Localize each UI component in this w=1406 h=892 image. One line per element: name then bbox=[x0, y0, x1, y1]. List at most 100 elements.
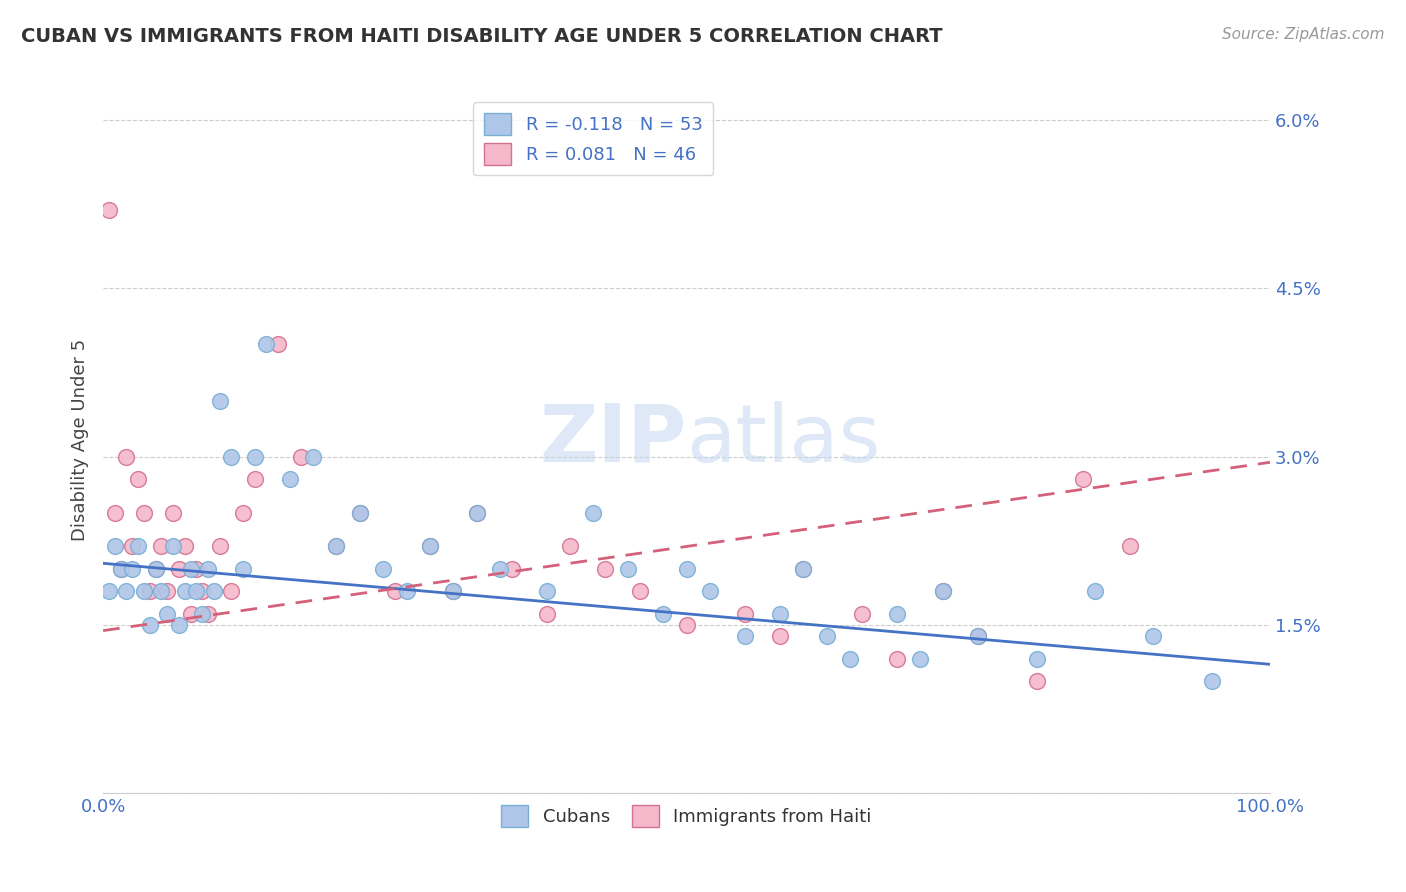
Point bbox=[290, 450, 312, 464]
Point bbox=[167, 562, 190, 576]
Point bbox=[150, 584, 173, 599]
Point bbox=[886, 607, 908, 621]
Point bbox=[127, 472, 149, 486]
Point bbox=[628, 584, 651, 599]
Point bbox=[197, 607, 219, 621]
Point bbox=[110, 562, 132, 576]
Point bbox=[792, 562, 814, 576]
Point bbox=[97, 584, 120, 599]
Point bbox=[110, 562, 132, 576]
Point bbox=[967, 629, 990, 643]
Point bbox=[851, 607, 873, 621]
Point bbox=[104, 506, 127, 520]
Point bbox=[536, 584, 558, 599]
Point bbox=[395, 584, 418, 599]
Point bbox=[769, 629, 792, 643]
Point bbox=[173, 540, 195, 554]
Point bbox=[243, 472, 266, 486]
Point bbox=[156, 584, 179, 599]
Point bbox=[441, 584, 464, 599]
Point bbox=[384, 584, 406, 599]
Point bbox=[349, 506, 371, 520]
Y-axis label: Disability Age Under 5: Disability Age Under 5 bbox=[72, 339, 89, 541]
Point bbox=[932, 584, 955, 599]
Point bbox=[652, 607, 675, 621]
Point bbox=[115, 450, 138, 464]
Legend: Cubans, Immigrants from Haiti: Cubans, Immigrants from Haiti bbox=[494, 797, 879, 834]
Point bbox=[1084, 584, 1107, 599]
Point bbox=[221, 584, 243, 599]
Point bbox=[232, 506, 254, 520]
Point bbox=[115, 584, 138, 599]
Point bbox=[734, 629, 756, 643]
Point bbox=[256, 337, 278, 351]
Point bbox=[325, 540, 347, 554]
Point bbox=[267, 337, 290, 351]
Point bbox=[167, 618, 190, 632]
Point bbox=[208, 393, 231, 408]
Point bbox=[121, 562, 143, 576]
Point bbox=[132, 506, 155, 520]
Point bbox=[156, 607, 179, 621]
Point bbox=[162, 540, 184, 554]
Point bbox=[104, 540, 127, 554]
Point bbox=[278, 472, 301, 486]
Point bbox=[593, 562, 616, 576]
Point bbox=[180, 562, 202, 576]
Point bbox=[197, 562, 219, 576]
Point bbox=[675, 618, 697, 632]
Point bbox=[489, 562, 512, 576]
Point bbox=[173, 584, 195, 599]
Point bbox=[302, 450, 325, 464]
Point bbox=[419, 540, 441, 554]
Point bbox=[232, 562, 254, 576]
Text: CUBAN VS IMMIGRANTS FROM HAITI DISABILITY AGE UNDER 5 CORRELATION CHART: CUBAN VS IMMIGRANTS FROM HAITI DISABILIT… bbox=[21, 27, 942, 45]
Point bbox=[792, 562, 814, 576]
Point bbox=[501, 562, 523, 576]
Point bbox=[1071, 472, 1094, 486]
Point bbox=[1025, 674, 1047, 689]
Point bbox=[465, 506, 488, 520]
Point bbox=[191, 584, 214, 599]
Point bbox=[202, 584, 225, 599]
Point bbox=[127, 540, 149, 554]
Point bbox=[97, 202, 120, 217]
Point bbox=[815, 629, 838, 643]
Point bbox=[373, 562, 395, 576]
Point bbox=[243, 450, 266, 464]
Point bbox=[558, 540, 581, 554]
Point bbox=[186, 562, 208, 576]
Point bbox=[180, 607, 202, 621]
Point bbox=[582, 506, 605, 520]
Point bbox=[465, 506, 488, 520]
Point bbox=[325, 540, 347, 554]
Point bbox=[221, 450, 243, 464]
Point bbox=[1025, 651, 1047, 665]
Point bbox=[536, 607, 558, 621]
Point bbox=[349, 506, 371, 520]
Point bbox=[139, 584, 162, 599]
Point bbox=[145, 562, 167, 576]
Point bbox=[769, 607, 792, 621]
Point bbox=[145, 562, 167, 576]
Point bbox=[1201, 674, 1223, 689]
Point bbox=[139, 618, 162, 632]
Point bbox=[908, 651, 931, 665]
Point bbox=[932, 584, 955, 599]
Point bbox=[967, 629, 990, 643]
Point bbox=[208, 540, 231, 554]
Point bbox=[186, 584, 208, 599]
Point bbox=[419, 540, 441, 554]
Point bbox=[162, 506, 184, 520]
Text: atlas: atlas bbox=[686, 401, 882, 479]
Point bbox=[886, 651, 908, 665]
Text: ZIP: ZIP bbox=[540, 401, 686, 479]
Point bbox=[1119, 540, 1142, 554]
Point bbox=[617, 562, 640, 576]
Point bbox=[191, 607, 214, 621]
Point bbox=[838, 651, 860, 665]
Point bbox=[699, 584, 721, 599]
Point bbox=[121, 540, 143, 554]
Point bbox=[150, 540, 173, 554]
Point bbox=[441, 584, 464, 599]
